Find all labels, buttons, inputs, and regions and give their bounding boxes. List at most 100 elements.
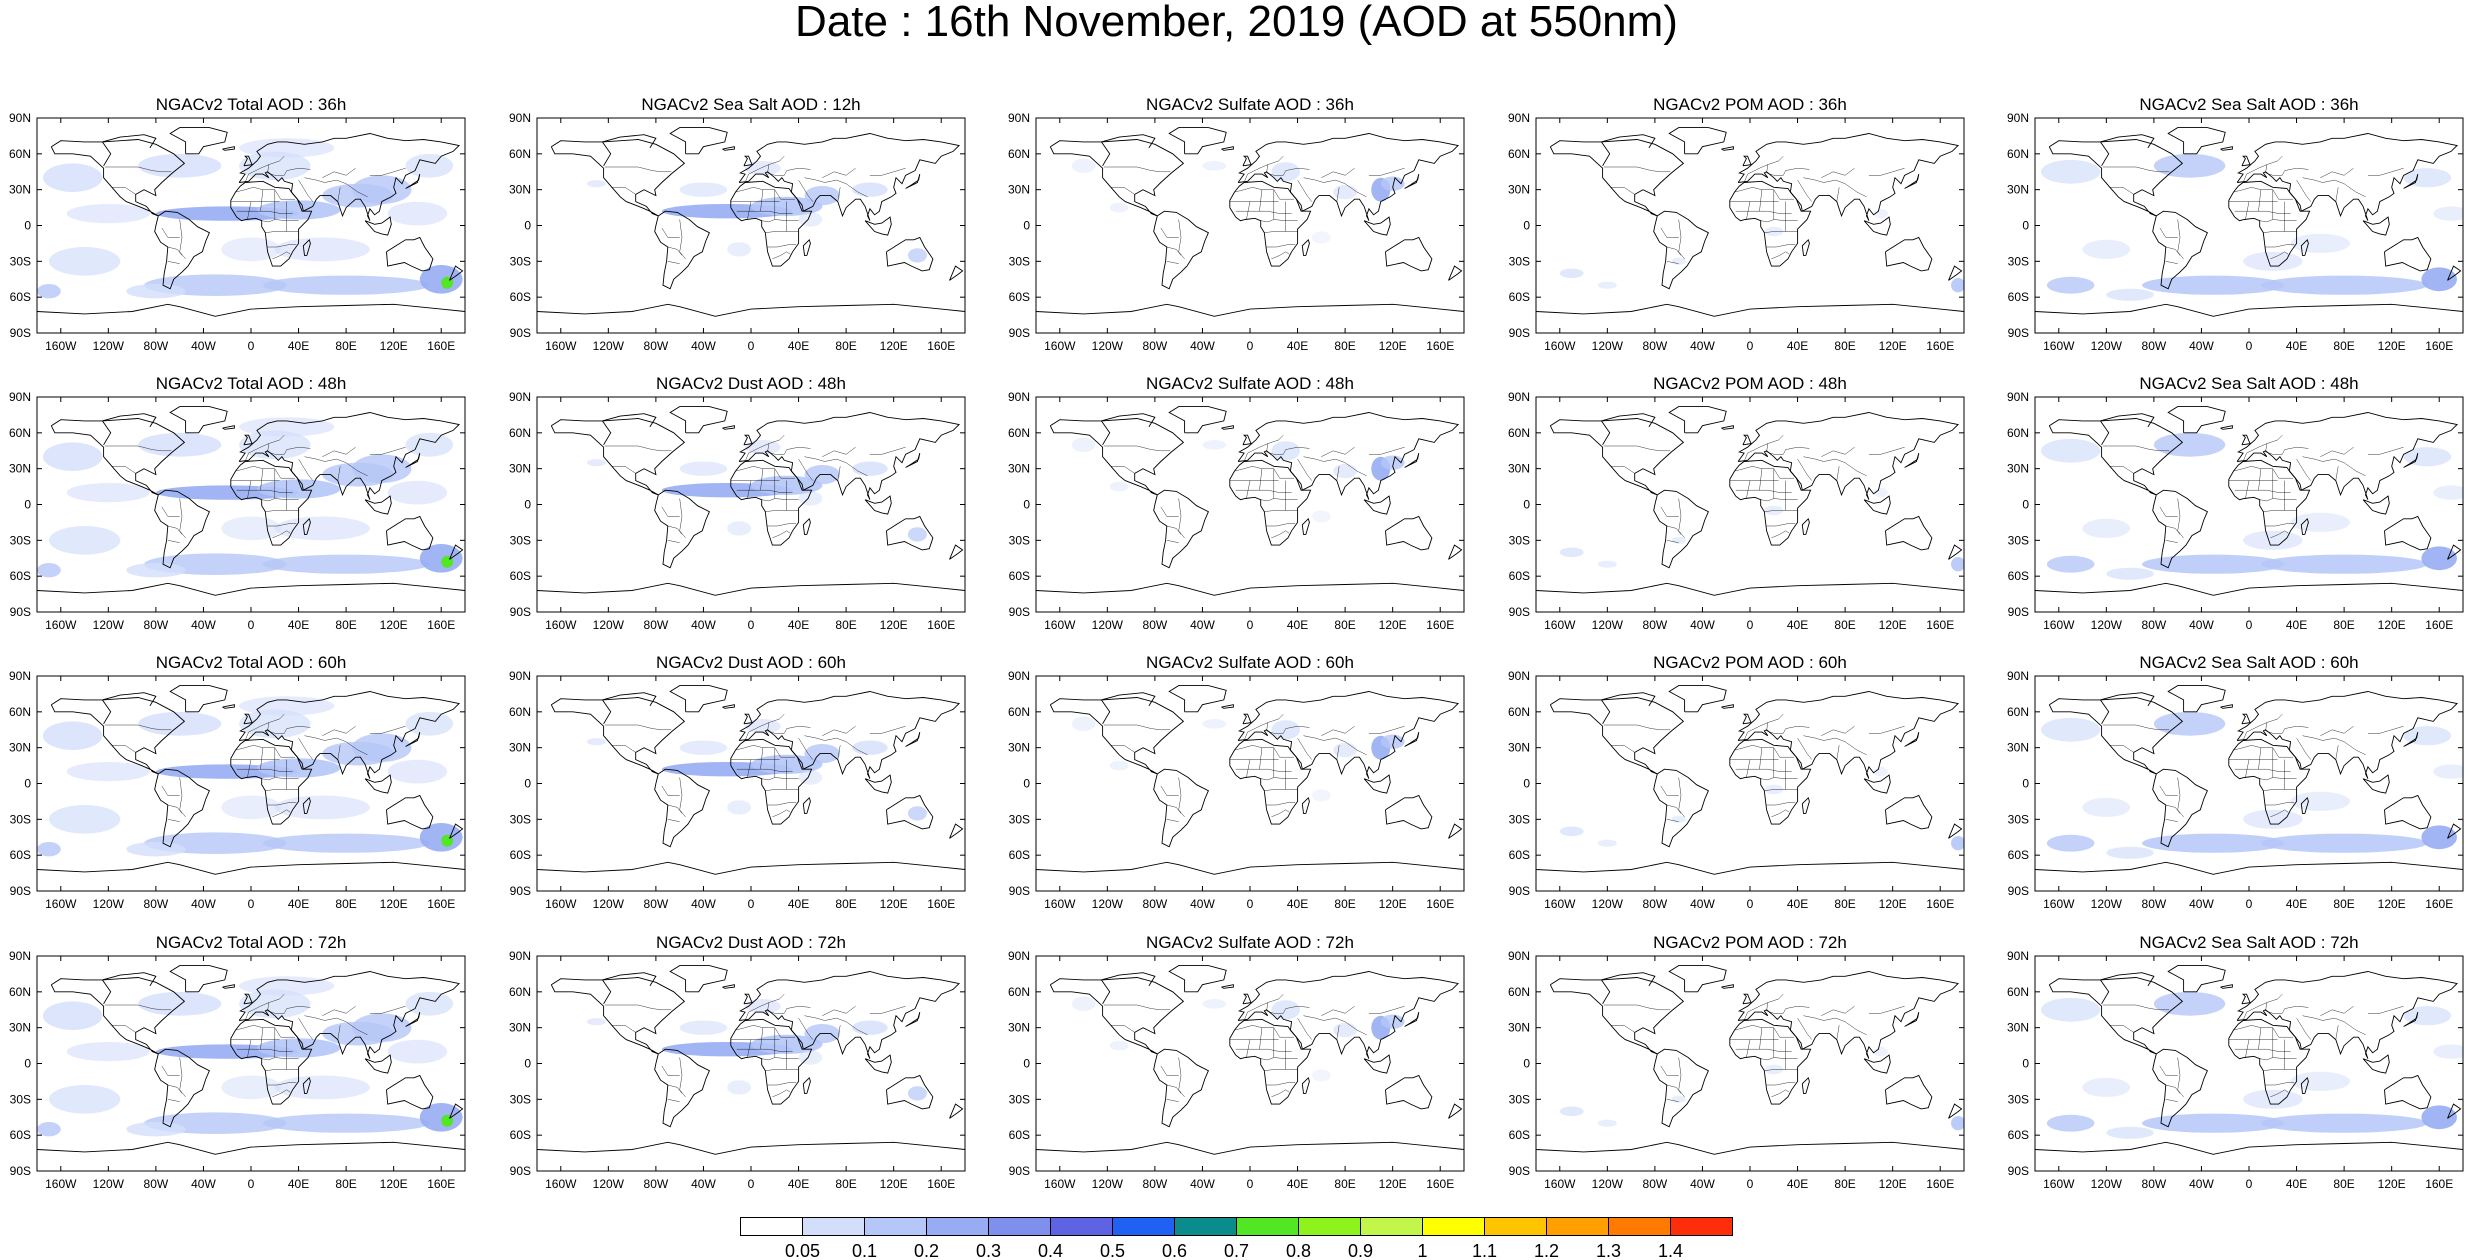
- country-border: [2302, 177, 2366, 197]
- country-border: [679, 777, 686, 818]
- country-border: [2177, 498, 2184, 539]
- lat-label: 90N: [509, 111, 531, 125]
- coastline: [1948, 823, 1963, 839]
- lon-label: 0: [248, 339, 255, 353]
- country-border: [2263, 231, 2297, 233]
- country-border: [235, 745, 295, 758]
- lat-label: 90S: [510, 1164, 531, 1178]
- coastline: [1404, 1011, 1420, 1027]
- country-border: [1297, 179, 1312, 202]
- coastline: [1536, 1141, 1964, 1155]
- country-border: [1603, 1004, 1671, 1010]
- lat-label: 30S: [10, 254, 31, 268]
- country-border: [1178, 777, 1185, 818]
- coastline: [1049, 418, 1185, 496]
- world-map: 90N 60N 30N 0 30S 60S 90S 160W 120W 80W 40W 0 40E 80E…: [509, 390, 966, 632]
- aod-field-patch: [852, 461, 888, 476]
- country-border: [2265, 722, 2309, 734]
- coastline: [1153, 210, 1209, 290]
- aod-field-patch: [262, 1113, 430, 1133]
- coastline: [2300, 238, 2309, 256]
- country-border: [304, 177, 368, 197]
- country-border: [735, 187, 795, 200]
- aod-field-patch: [1559, 547, 1584, 558]
- country-border: [161, 785, 180, 796]
- country-border: [167, 261, 180, 264]
- lon-label: 80E: [1834, 618, 1855, 632]
- coastline: [550, 139, 686, 217]
- coastline: [2167, 127, 2226, 155]
- coastline: [1600, 134, 1656, 167]
- coastline: [1100, 692, 1156, 725]
- coastline: [1742, 155, 1752, 167]
- lat-label: 60N: [509, 426, 531, 440]
- aod-field-patch: [2243, 251, 2303, 271]
- aod-colorbar: 0.05 0.1 0.2 0.3 0.4 0.5 0.6 0.7 0.8 0.9 1 1.1 1.2 1.…: [740, 1217, 1733, 1259]
- aod-field-patch: [727, 800, 751, 815]
- coastline: [601, 692, 657, 725]
- lat-label: 30N: [1008, 1021, 1030, 1035]
- lon-label: 40E: [2286, 339, 2307, 353]
- country-border: [1235, 490, 1292, 493]
- country-border: [1266, 244, 1296, 248]
- lat-label: 30S: [2008, 533, 2029, 547]
- aod-field-patch: [1597, 560, 1617, 568]
- lon-label: 120W: [1592, 339, 1624, 353]
- lon-label: 40W: [2189, 618, 2214, 632]
- coastline: [449, 1103, 464, 1119]
- country-border: [2367, 447, 2404, 455]
- lat-label: 90S: [10, 326, 31, 340]
- lon-label: 160W: [45, 897, 77, 911]
- country-border: [267, 244, 297, 248]
- lat-label: 90N: [9, 390, 31, 404]
- aod-field-patch: [262, 554, 430, 574]
- aod-field-patch: [2142, 554, 2285, 574]
- coastline: [949, 265, 964, 281]
- lat-label: 90S: [2008, 605, 2029, 619]
- lat-label: 0: [2022, 777, 2029, 791]
- lon-label: 0: [2246, 1177, 2253, 1191]
- coastline: [2035, 582, 2463, 596]
- lat-label: 60S: [510, 1128, 531, 1142]
- world-map: 90N 60N 30N 0 30S 60S 90S 160W 120W 80W 40W 0 40E 80E…: [1008, 669, 1465, 911]
- lat-label: 60N: [2007, 147, 2029, 161]
- lon-label: 160W: [45, 618, 77, 632]
- country-border: [1160, 506, 1179, 517]
- country-border: [604, 724, 672, 730]
- country-border: [761, 219, 799, 223]
- country-border: [1234, 466, 1294, 479]
- lon-label: 0: [248, 1177, 255, 1191]
- country-border: [1666, 261, 1679, 264]
- coastline: [1653, 768, 1709, 848]
- colorbar-label: 1.1: [1472, 1241, 1497, 1259]
- lon-label: 160W: [2043, 339, 2075, 353]
- colorbar-swatch: [1546, 1217, 1609, 1236]
- lat-label: 90S: [10, 884, 31, 898]
- coastline: [1168, 965, 1227, 993]
- aod-field-patch: [1271, 720, 1300, 740]
- country-border: [736, 1049, 793, 1052]
- coastline: [2167, 965, 2226, 993]
- aod-field-patch: [138, 991, 222, 1016]
- lon-label: 160E: [927, 339, 955, 353]
- country-border: [767, 443, 811, 455]
- aod-field-patch: [405, 432, 454, 457]
- lon-label: 120W: [1592, 1177, 1624, 1191]
- lat-label: 60S: [1009, 1128, 1030, 1142]
- aod-field-patch: [1311, 789, 1331, 802]
- coastline: [654, 489, 710, 569]
- aod-field-patch: [48, 247, 121, 276]
- coastline: [2228, 180, 2311, 267]
- lon-label: 80W: [2142, 339, 2167, 353]
- coastline: [2220, 984, 2233, 989]
- lat-label: 30S: [10, 812, 31, 826]
- coastline: [537, 582, 965, 596]
- country-border: [267, 1002, 311, 1014]
- country-border: [1660, 506, 1679, 517]
- country-border: [1166, 246, 1182, 256]
- lat-label: 60S: [510, 848, 531, 862]
- coastline: [1668, 127, 1727, 155]
- coastline: [730, 459, 813, 546]
- aod-field-patch: [126, 1122, 186, 1137]
- country-border: [247, 1039, 252, 1058]
